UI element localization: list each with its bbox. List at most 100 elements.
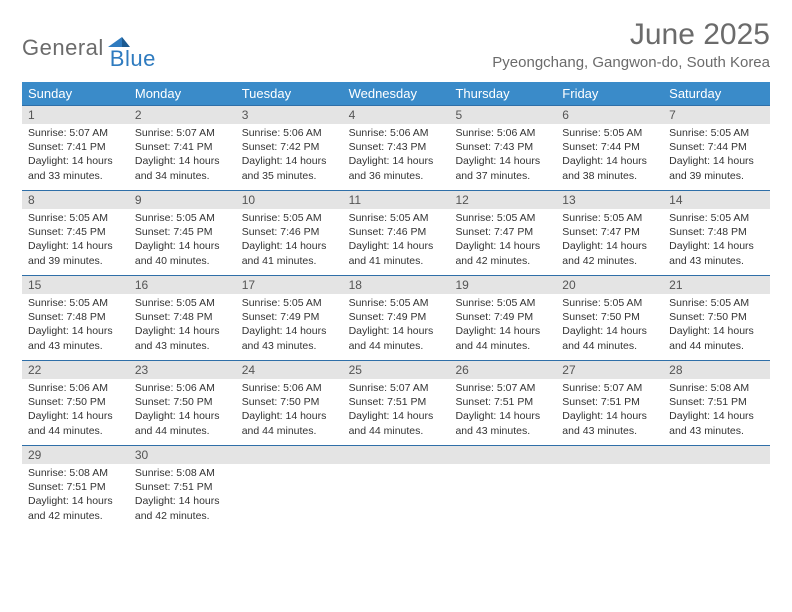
day-number: 19 (449, 276, 556, 294)
day-number: 6 (556, 106, 663, 124)
week-row: 22Sunrise: 5:06 AMSunset: 7:50 PMDayligh… (22, 360, 770, 445)
day-number: 22 (22, 361, 129, 379)
sunset-text: Sunset: 7:51 PM (562, 395, 657, 409)
daylight-text-line1: Daylight: 14 hours (669, 239, 764, 253)
day-number: 17 (236, 276, 343, 294)
sunrise-text: Sunrise: 5:05 AM (562, 126, 657, 140)
daylight-text-line1: Daylight: 14 hours (135, 494, 230, 508)
daylight-text-line2: and 41 minutes. (349, 254, 444, 268)
sunrise-text: Sunrise: 5:06 AM (455, 126, 550, 140)
daylight-text-line2: and 36 minutes. (349, 169, 444, 183)
daylight-text-line1: Daylight: 14 hours (562, 409, 657, 423)
day-cell: 29Sunrise: 5:08 AMSunset: 7:51 PMDayligh… (22, 446, 129, 530)
daylight-text-line2: and 42 minutes. (455, 254, 550, 268)
daylight-text-line2: and 38 minutes. (562, 169, 657, 183)
sunset-text: Sunset: 7:48 PM (28, 310, 123, 324)
daylight-text-line2: and 42 minutes. (562, 254, 657, 268)
daylight-text-line1: Daylight: 14 hours (349, 154, 444, 168)
day-cell: 10Sunrise: 5:05 AMSunset: 7:46 PMDayligh… (236, 191, 343, 275)
sunrise-text: Sunrise: 5:05 AM (455, 296, 550, 310)
day-cell: 6 Sunrise: 5:05 AMSunset: 7:44 PMDaylight… (556, 106, 663, 190)
sunset-text: Sunset: 7:50 PM (28, 395, 123, 409)
week-row: 1Sunrise: 5:07 AMSunset: 7:41 PMDaylight… (22, 105, 770, 190)
day-cell (556, 446, 663, 530)
sunrise-text: Sunrise: 5:08 AM (669, 381, 764, 395)
sunset-text: Sunset: 7:49 PM (242, 310, 337, 324)
day-cell: 4Sunrise: 5:06 AMSunset: 7:43 PMDaylight… (343, 106, 450, 190)
page-title: June 2025 (492, 18, 770, 52)
daylight-text-line2: and 44 minutes. (669, 339, 764, 353)
sunset-text: Sunset: 7:51 PM (455, 395, 550, 409)
daylight-text-line1: Daylight: 14 hours (28, 494, 123, 508)
daylight-text-line1: Daylight: 14 hours (242, 239, 337, 253)
daylight-text-line1: Daylight: 14 hours (669, 154, 764, 168)
week-row: 8Sunrise: 5:05 AMSunset: 7:45 PMDaylight… (22, 190, 770, 275)
sunset-text: Sunset: 7:44 PM (562, 140, 657, 154)
weeks-container: 1Sunrise: 5:07 AMSunset: 7:41 PMDaylight… (22, 105, 770, 530)
day-number (663, 446, 770, 464)
day-number: 10 (236, 191, 343, 209)
day-cell: 17Sunrise: 5:05 AMSunset: 7:49 PMDayligh… (236, 276, 343, 360)
logo-text-general: General (22, 35, 104, 61)
day-number: 11 (343, 191, 450, 209)
sunrise-text: Sunrise: 5:08 AM (135, 466, 230, 480)
sunrise-text: Sunrise: 5:05 AM (669, 126, 764, 140)
sunrise-text: Sunrise: 5:07 AM (135, 126, 230, 140)
sunset-text: Sunset: 7:51 PM (349, 395, 444, 409)
sunset-text: Sunset: 7:47 PM (562, 225, 657, 239)
day-number: 13 (556, 191, 663, 209)
day-cell: 16Sunrise: 5:05 AMSunset: 7:48 PMDayligh… (129, 276, 236, 360)
day-cell: 20Sunrise: 5:05 AMSunset: 7:50 PMDayligh… (556, 276, 663, 360)
day-number: 16 (129, 276, 236, 294)
day-cell: 21Sunrise: 5:05 AMSunset: 7:50 PMDayligh… (663, 276, 770, 360)
day-cell: 18Sunrise: 5:05 AMSunset: 7:49 PMDayligh… (343, 276, 450, 360)
day-number: 2 (129, 106, 236, 124)
day-number: 1 (22, 106, 129, 124)
day-number: 3 (236, 106, 343, 124)
daylight-text-line2: and 44 minutes. (28, 424, 123, 438)
logo-text-blue: Blue (110, 46, 156, 72)
day-number: 24 (236, 361, 343, 379)
day-number: 20 (556, 276, 663, 294)
sunrise-text: Sunrise: 5:05 AM (669, 211, 764, 225)
day-number: 15 (22, 276, 129, 294)
day-cell: 25Sunrise: 5:07 AMSunset: 7:51 PMDayligh… (343, 361, 450, 445)
daylight-text-line1: Daylight: 14 hours (28, 239, 123, 253)
sunrise-text: Sunrise: 5:07 AM (28, 126, 123, 140)
daylight-text-line2: and 43 minutes. (669, 254, 764, 268)
sunset-text: Sunset: 7:50 PM (242, 395, 337, 409)
day-cell: 14Sunrise: 5:05 AMSunset: 7:48 PMDayligh… (663, 191, 770, 275)
daylight-text-line2: and 44 minutes. (242, 424, 337, 438)
sunrise-text: Sunrise: 5:05 AM (455, 211, 550, 225)
logo: General Blue (22, 24, 156, 72)
day-cell: 27Sunrise: 5:07 AMSunset: 7:51 PMDayligh… (556, 361, 663, 445)
sunrise-text: Sunrise: 5:05 AM (242, 296, 337, 310)
daylight-text-line2: and 43 minutes. (455, 424, 550, 438)
sunset-text: Sunset: 7:49 PM (455, 310, 550, 324)
week-row: 15 Sunrise: 5:05 AM Sunset: 7:48 PM Dayligh… (22, 275, 770, 360)
daylight-text-line1: Daylight: 14 hours (135, 154, 230, 168)
day-cell: 5Sunrise: 5:06 AMSunset: 7:43 PMDaylight… (449, 106, 556, 190)
daylight-text-line1: Daylight: 14 hours (455, 239, 550, 253)
day-number: 30 (129, 446, 236, 464)
daylight-text-line1: Daylight: 14 hours (242, 154, 337, 168)
sunrise-text: Sunrise: 5:05 AM (349, 296, 444, 310)
daylight-text-line1: Daylight: 14 hours (562, 154, 657, 168)
daylight-text-line1: Daylight: 14 hours (28, 409, 123, 423)
daylight-text-line2: and 43 minutes. (562, 424, 657, 438)
day-number: 29 (22, 446, 129, 464)
week-row: 29Sunrise: 5:08 AMSunset: 7:51 PMDayligh… (22, 445, 770, 530)
day-number: 4 (343, 106, 450, 124)
daylight-text-line1: Daylight: 14 hours (669, 409, 764, 423)
daylight-text-line1: Daylight: 14 hours (562, 324, 657, 338)
daylight-text-line2: and 39 minutes. (669, 169, 764, 183)
daylight-text-line1: Daylight: 14 hours (455, 154, 550, 168)
day-number: 14 (663, 191, 770, 209)
weekday-header: Wednesday (343, 82, 450, 105)
day-cell (236, 446, 343, 530)
daylight-text-line2: and 44 minutes. (455, 339, 550, 353)
day-number (449, 446, 556, 464)
sunset-text: Sunset: 7:51 PM (135, 480, 230, 494)
weekday-header: Saturday (663, 82, 770, 105)
daylight-text-line2: and 43 minutes. (242, 339, 337, 353)
